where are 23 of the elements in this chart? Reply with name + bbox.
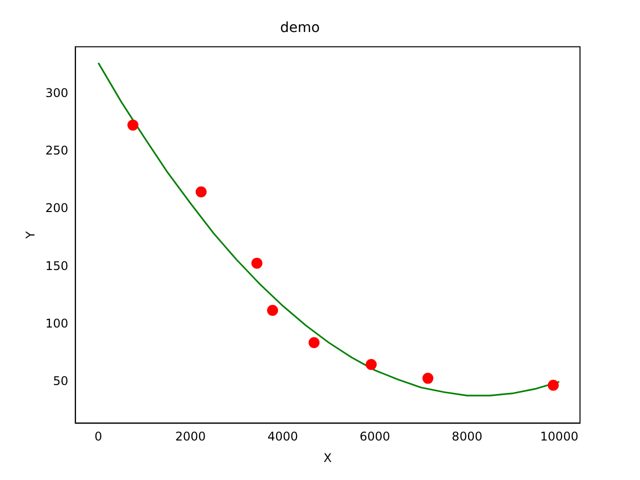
- point: [127, 120, 138, 131]
- point: [251, 258, 262, 269]
- point: [267, 304, 278, 316]
- x-tick-label: 2000: [175, 430, 206, 444]
- y-tick-label: 250: [45, 144, 68, 158]
- point: [366, 358, 377, 370]
- point: [548, 380, 559, 391]
- point: [422, 372, 434, 384]
- x-axis-title: X: [324, 450, 332, 465]
- x-tick-label: 8000: [452, 430, 482, 444]
- point: [308, 337, 320, 348]
- x-tick-label: 0: [94, 430, 102, 444]
- y-tick-label: 100: [45, 316, 68, 330]
- chart-title: demo: [280, 20, 320, 36]
- y-tick-label: 300: [45, 86, 68, 100]
- x-tick-label: 4000: [267, 430, 298, 444]
- y-tick-label: 50: [53, 374, 68, 388]
- y-tick-label: 150: [45, 258, 68, 273]
- y-axis-title: Y: [23, 230, 38, 240]
- x-tick-label: 10000: [540, 430, 578, 444]
- y-tick-label: 200: [45, 201, 68, 216]
- x-tick-label: 6000: [360, 430, 390, 444]
- point: [196, 186, 207, 198]
